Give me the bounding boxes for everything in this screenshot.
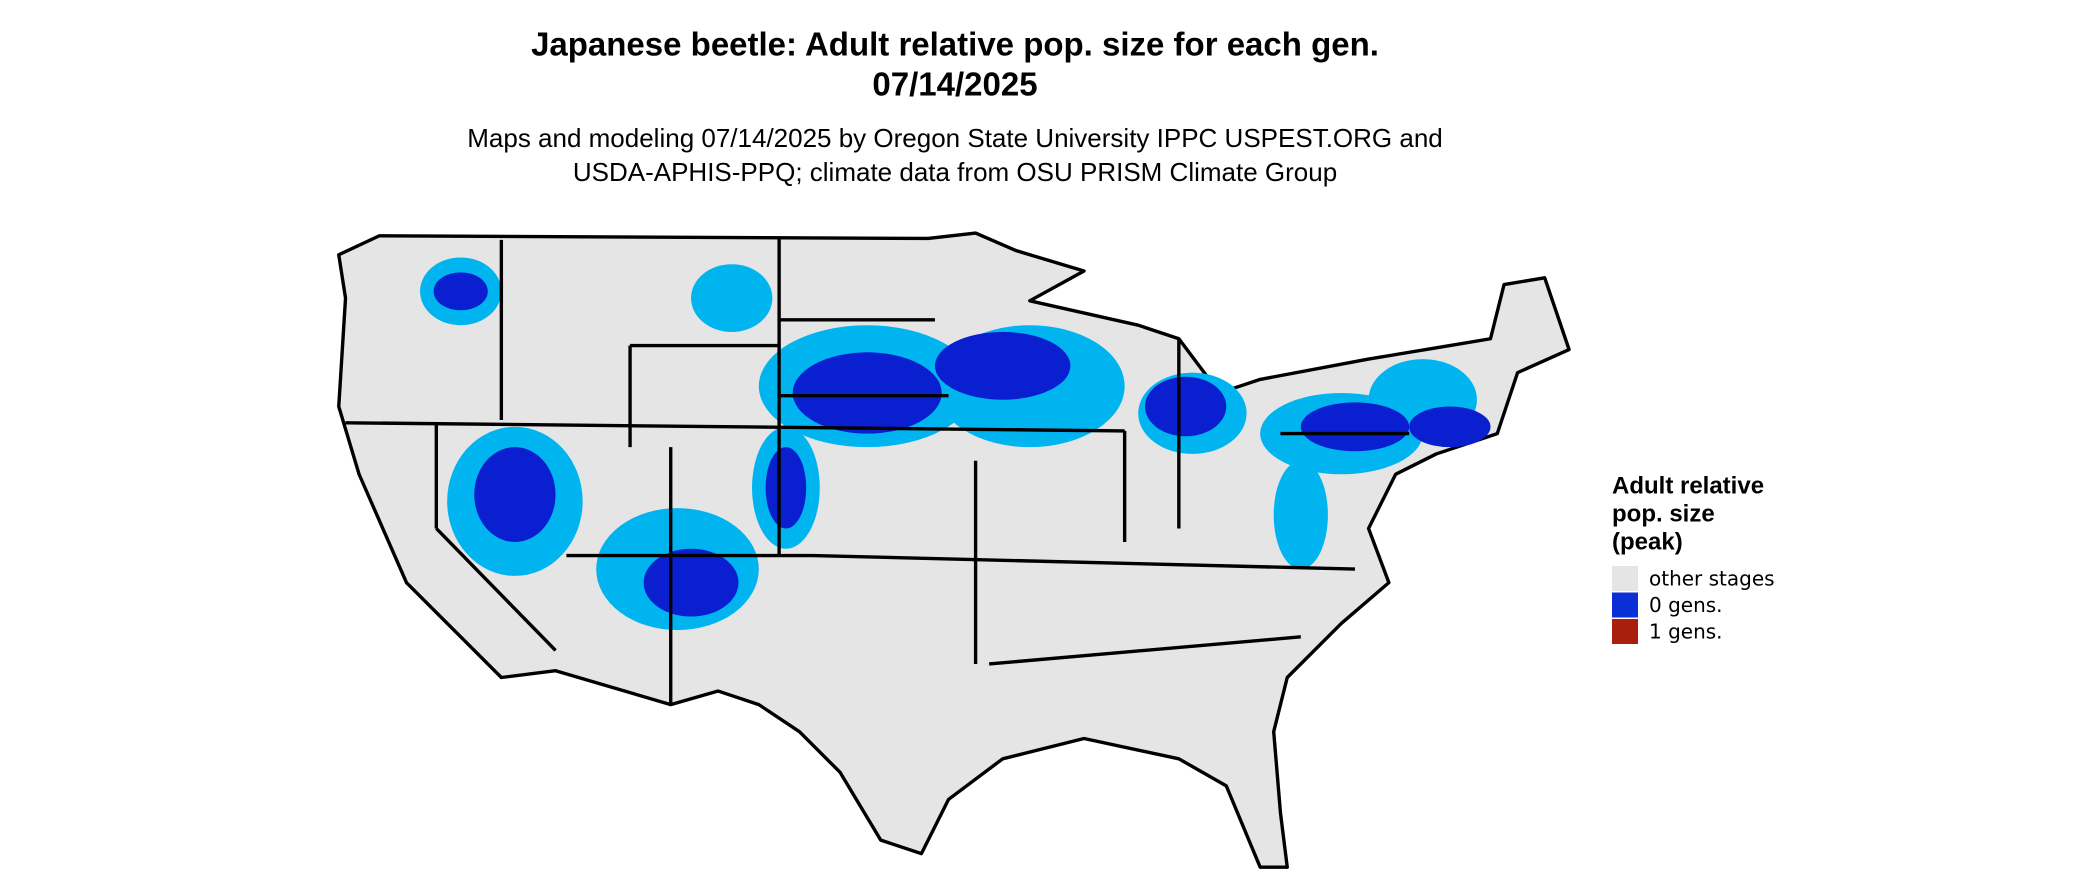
legend-label: 0 gens. — [1649, 593, 1723, 617]
us-map — [337, 231, 1571, 869]
subtitle-line: USDA-APHIS-PPQ; climate data from OSU PR… — [573, 157, 1337, 187]
legend-title: (peak) — [1612, 528, 1683, 555]
legend-swatch — [1612, 592, 1638, 618]
legend-title: pop. size — [1612, 500, 1715, 527]
legend-label: other stages — [1649, 567, 1775, 591]
subtitle-line: Maps and modeling 07/14/2025 by Oregon S… — [467, 123, 1443, 153]
legend-title: Adult relative — [1612, 472, 1764, 499]
title-line: Japanese beetle: Adult relative pop. siz… — [531, 26, 1379, 63]
legend-label: 1 gens. — [1649, 620, 1723, 644]
legend-swatch — [1612, 566, 1638, 591]
state-borders — [345, 238, 1410, 705]
legend-swatch — [1612, 619, 1638, 644]
title-line: 07/14/2025 — [872, 66, 1037, 103]
dark-blue-areas — [433, 272, 1491, 617]
